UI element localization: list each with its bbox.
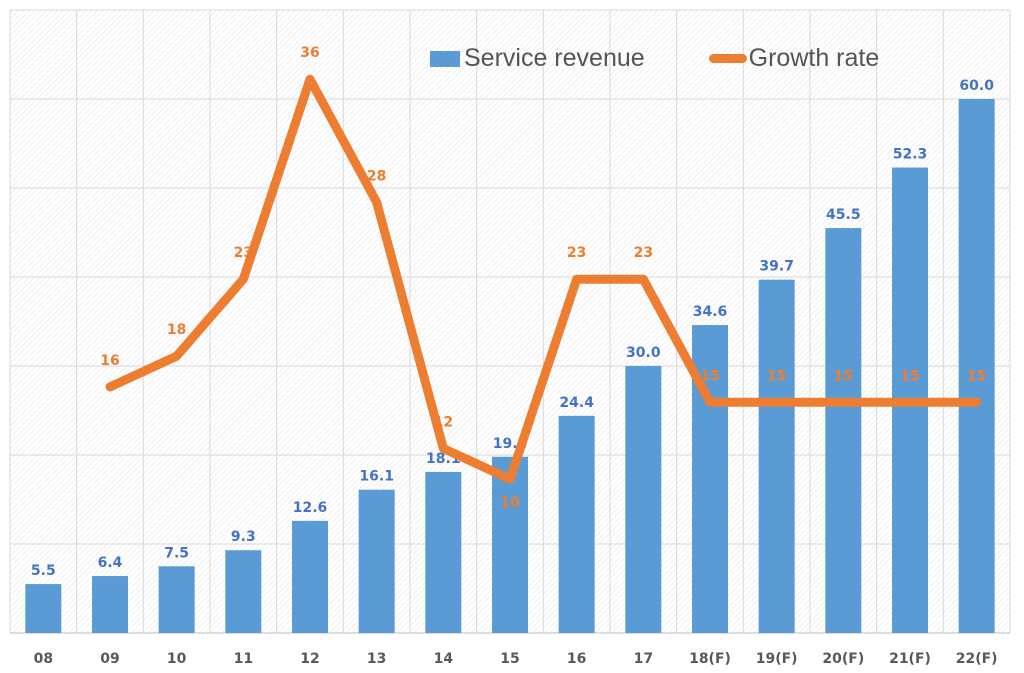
x-tick-label: 16 — [567, 651, 586, 667]
legend: Service revenue Growth rate — [430, 44, 879, 73]
x-tick-label: 14 — [434, 651, 454, 667]
bar-16 — [558, 415, 595, 633]
bar-label: 34.6 — [693, 304, 728, 320]
x-tick-label: 22(F) — [956, 651, 998, 667]
legend-swatch-growth-rate — [708, 54, 747, 63]
x-tick-label: 09 — [100, 651, 119, 667]
x-tick-label: 20(F) — [822, 651, 864, 667]
line-label: 23 — [567, 245, 586, 261]
bar-label: 5.5 — [31, 563, 56, 579]
bar-08 — [25, 584, 62, 633]
legend-label-growth-rate: Growth rate — [748, 44, 880, 72]
bar-label: 7.5 — [164, 545, 189, 561]
bar-label: 52.3 — [893, 147, 928, 163]
line-label: 15 — [767, 368, 786, 384]
bar-label: 60.0 — [959, 78, 994, 94]
bar-14 — [425, 471, 462, 633]
x-tick-label: 18(F) — [689, 651, 731, 667]
bar-11 — [225, 550, 262, 633]
x-tick-label: 17 — [634, 651, 653, 667]
line-label: 16 — [100, 353, 119, 369]
bar-20(F) — [825, 228, 862, 634]
line-label: 12 — [434, 414, 453, 430]
bar-label: 24.4 — [559, 395, 594, 411]
x-tick-label: 21(F) — [889, 651, 931, 667]
line-label: 28 — [367, 168, 386, 184]
x-tick-label: 11 — [234, 651, 253, 667]
x-tick-label: 13 — [367, 651, 386, 667]
line-label: 23 — [634, 245, 653, 261]
bar-label: 6.4 — [98, 555, 123, 571]
bar-label: 16.1 — [359, 469, 394, 485]
x-tick-label: 19(F) — [756, 651, 798, 667]
bar-label: 39.7 — [759, 259, 794, 275]
line-label: 15 — [900, 368, 919, 384]
bar-12 — [292, 520, 328, 633]
bar-10 — [158, 566, 195, 633]
bar-22(F) — [958, 99, 995, 633]
line-label: 15 — [700, 368, 719, 384]
legend-swatch-service-revenue — [430, 50, 460, 67]
legend-label-service-revenue: Service revenue — [464, 44, 645, 72]
bar-17 — [625, 366, 662, 633]
bar-19(F) — [758, 279, 795, 633]
bar-15 — [492, 456, 528, 633]
bar-label: 12.6 — [293, 500, 328, 516]
bar-label: 45.5 — [826, 207, 861, 223]
bar-label: 9.3 — [231, 529, 256, 545]
bar-09 — [92, 576, 128, 633]
x-tick-label: 15 — [500, 651, 519, 667]
line-label: 36 — [300, 45, 319, 61]
x-tick-label: 08 — [34, 651, 53, 667]
line-label: 15 — [834, 368, 853, 384]
line-label: 18 — [167, 322, 186, 338]
x-tick-label: 10 — [167, 651, 187, 667]
x-tick-label: 12 — [300, 651, 319, 667]
bar-label: 30.0 — [626, 345, 661, 361]
line-label: 15 — [967, 368, 986, 384]
line-label: 10 — [500, 495, 520, 511]
line-label: 23 — [234, 245, 253, 261]
bar-13 — [358, 489, 395, 633]
growth-rate-line — [105, 74, 982, 484]
